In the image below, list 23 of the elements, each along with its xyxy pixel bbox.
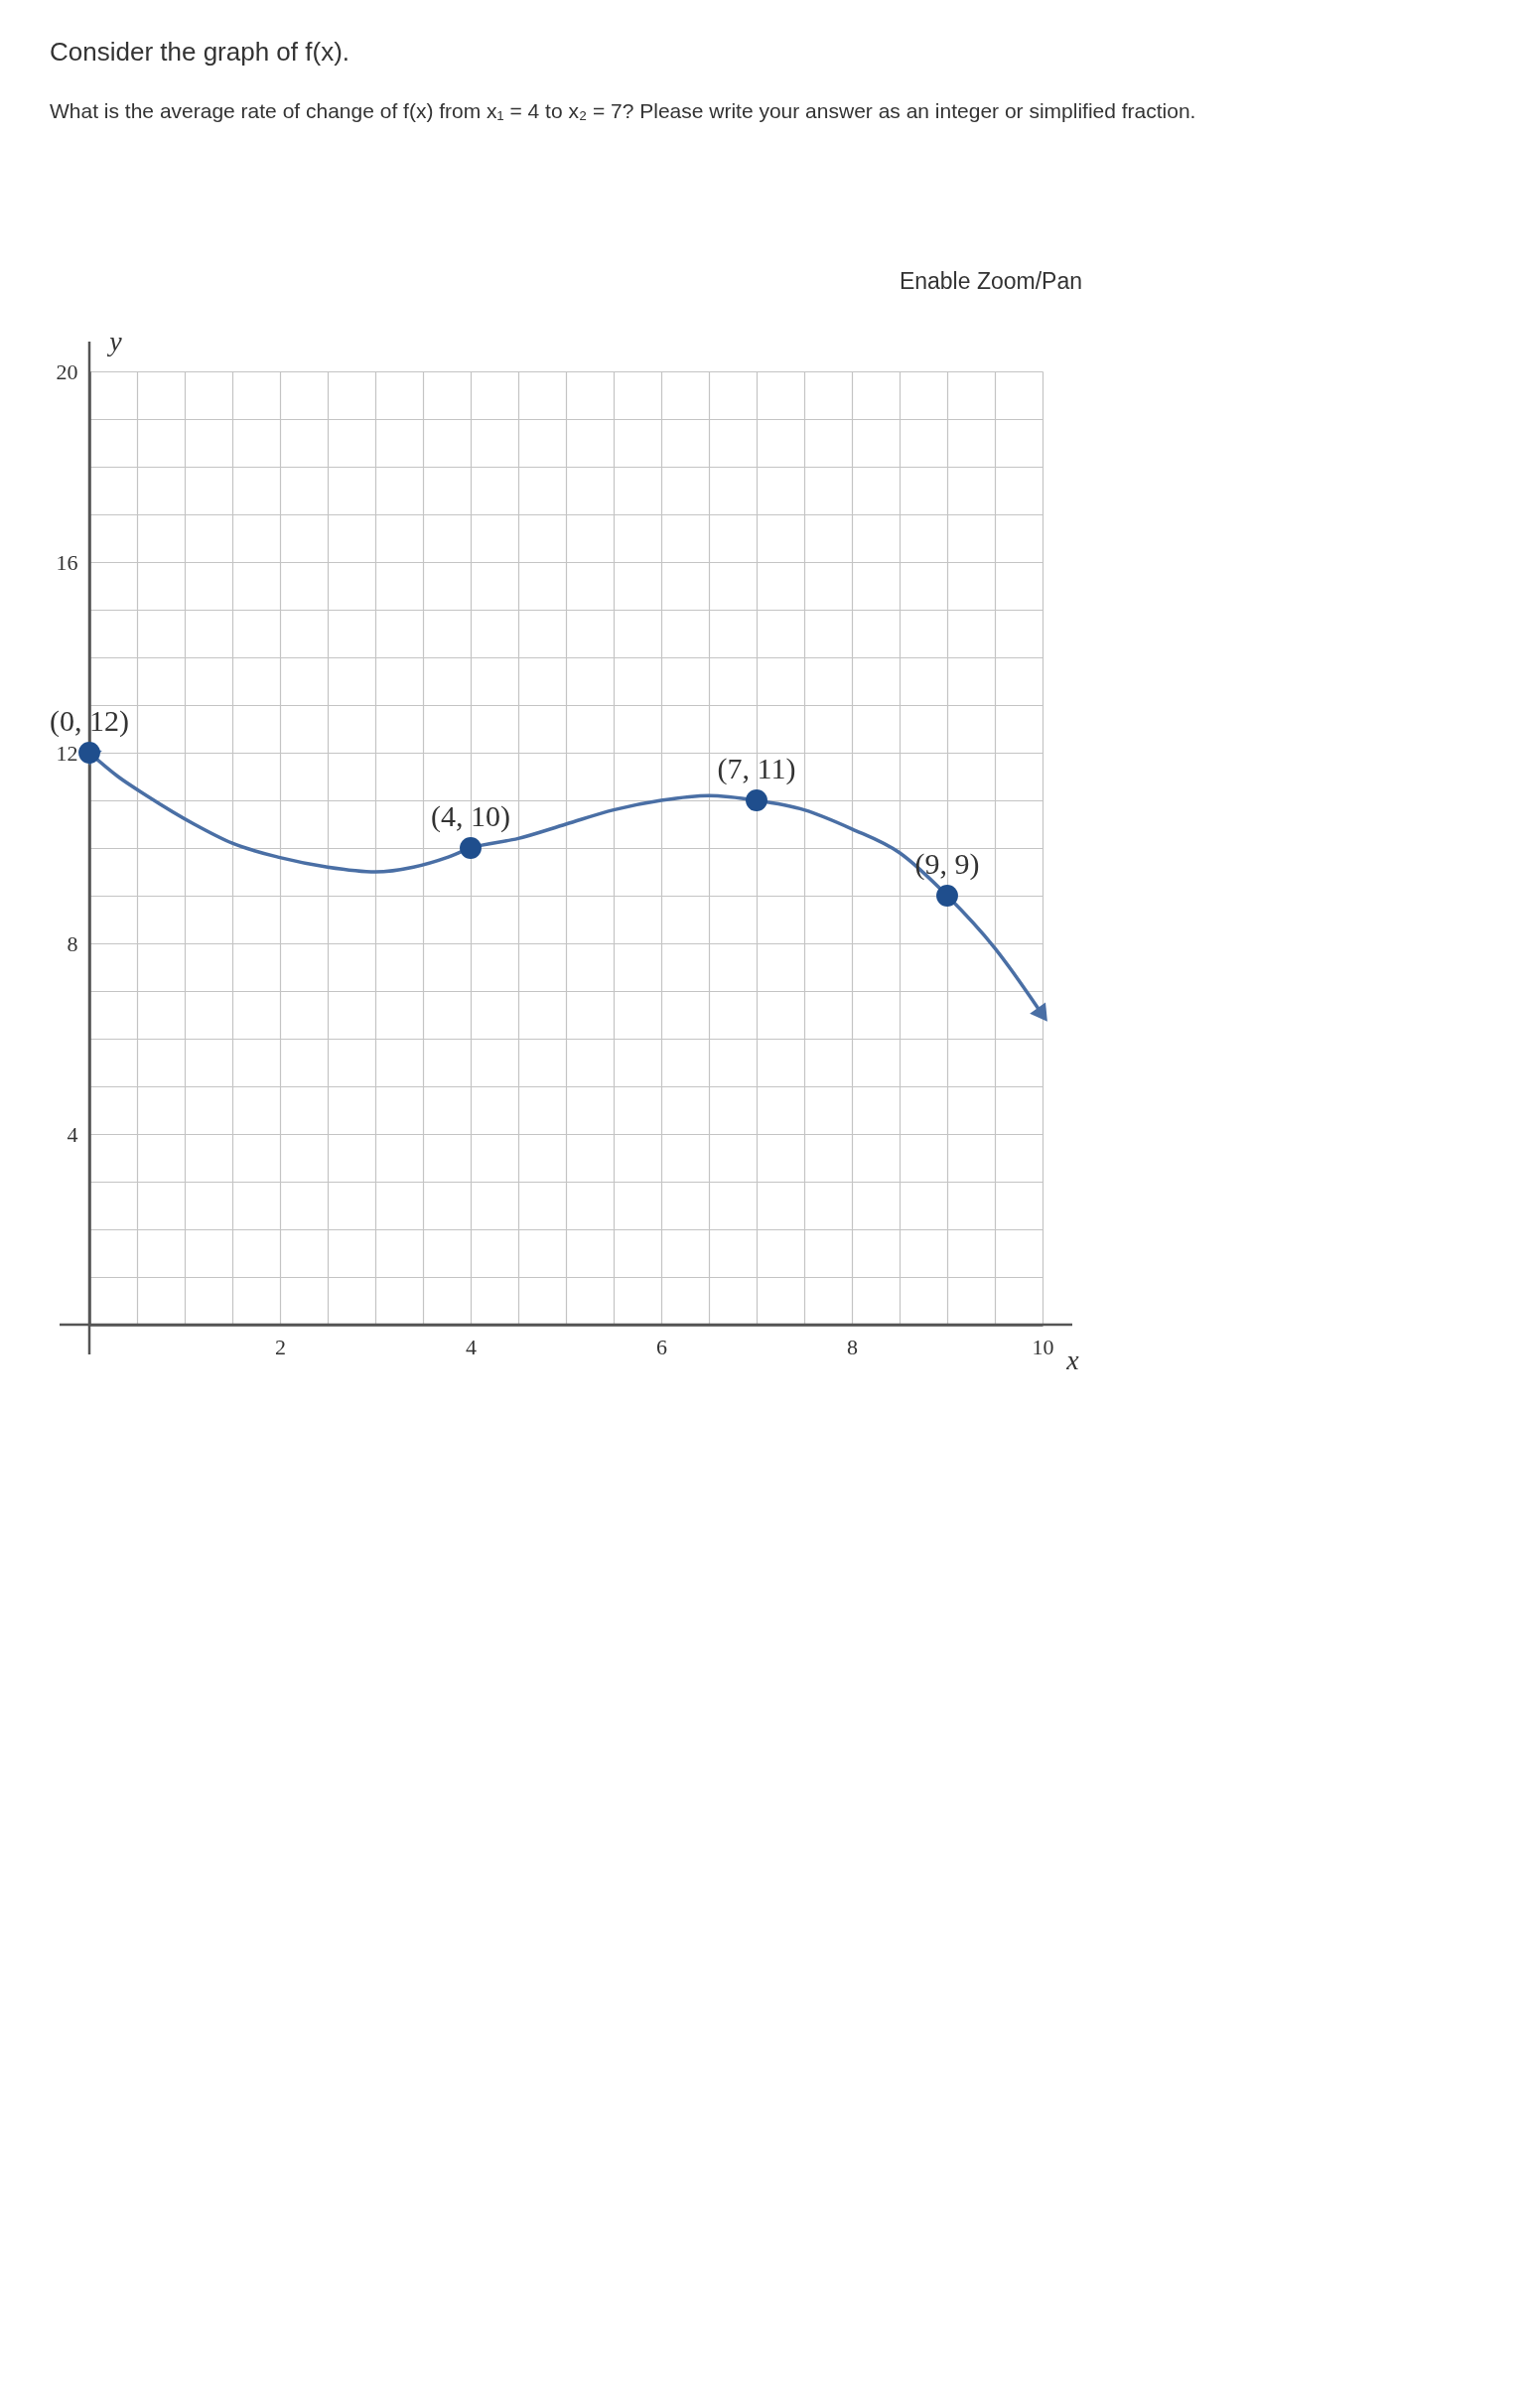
point <box>460 837 482 859</box>
point <box>746 789 767 811</box>
data-label: (4, 10) <box>431 799 510 833</box>
y-tick-label: 8 <box>67 930 78 956</box>
x-tick-label: 4 <box>466 1334 477 1359</box>
y-tick-label: 12 <box>56 740 78 766</box>
y-axis-title: y <box>106 325 123 356</box>
x-tick-label: 2 <box>275 1334 286 1359</box>
point <box>936 885 958 907</box>
data-label: (9, 9) <box>914 847 980 881</box>
chart-title: Consider the graph of f(x). <box>50 37 350 67</box>
x-tick-label: 10 <box>1032 1334 1054 1359</box>
data-label: (7, 11) <box>717 752 796 785</box>
point <box>78 742 100 764</box>
x-tick-label: 6 <box>656 1334 667 1359</box>
chart-subtitle: What is the average rate of change of f(x) from x₁ = 4 to x₂ = 7? Please write your answer as an integer or simplified fraction. <box>50 99 1196 122</box>
data-label: (0, 12) <box>50 704 129 738</box>
y-tick-label: 4 <box>67 1121 78 1147</box>
text: Enable Zoom/Pan <box>899 268 1082 294</box>
x-tick-label: 8 <box>847 1334 858 1359</box>
y-tick-label: 16 <box>56 549 78 575</box>
x-axis-title: x <box>1065 1344 1080 1375</box>
y-tick-label: 20 <box>56 358 78 384</box>
